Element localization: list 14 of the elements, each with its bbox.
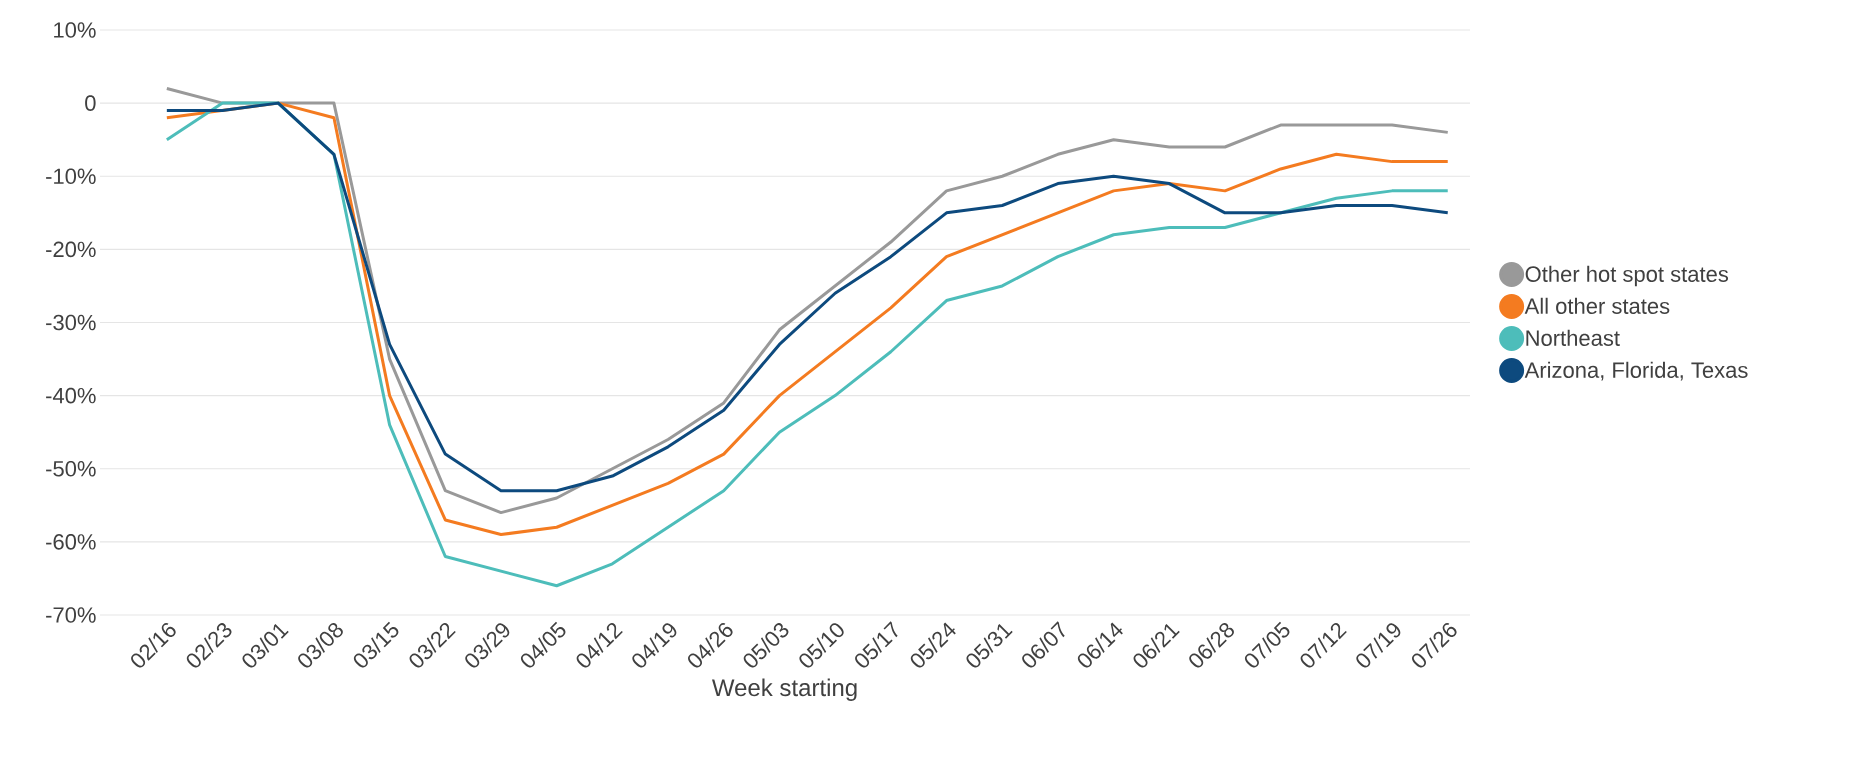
- y-tick-label: -50%: [46, 460, 96, 477]
- legend-label: All other states: [1524, 297, 1670, 314]
- x-axis-title: Week starting: [711, 678, 857, 701]
- y-tick-label: -20%: [46, 241, 96, 258]
- y-tick-label: -70%: [46, 607, 96, 623]
- y-tick-label: -10%: [46, 168, 96, 185]
- y-tick-label: -40%: [46, 387, 96, 404]
- y-tick-label: 10%: [54, 22, 96, 38]
- legend-label: Northeast: [1526, 329, 1620, 346]
- y-tick-label: 0: [85, 95, 96, 111]
- y-tick-label: -30%: [46, 314, 96, 331]
- legend-label: Arizona, Florida, Texas: [1524, 361, 1748, 381]
- legend-label: Other hot spot states: [1525, 265, 1729, 287]
- y-tick-label: -60%: [46, 534, 96, 550]
